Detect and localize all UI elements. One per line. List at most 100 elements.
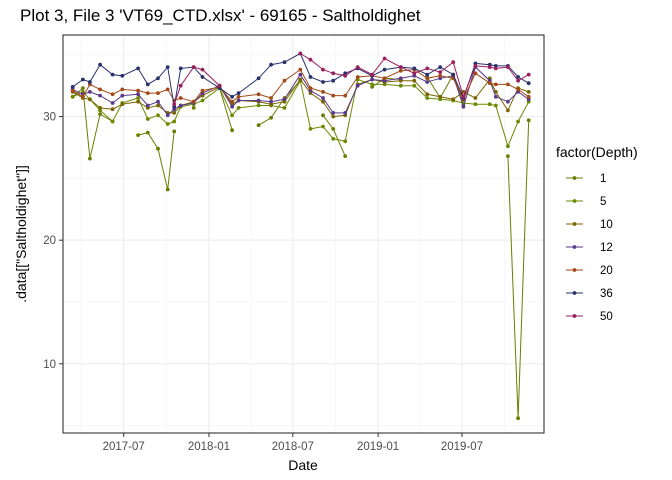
data-point <box>355 65 360 69</box>
data-point <box>516 119 520 124</box>
data-point <box>282 60 287 65</box>
data-point <box>308 75 313 79</box>
legend-key-point <box>572 176 577 180</box>
data-point <box>487 81 492 86</box>
data-point <box>269 62 273 67</box>
y-axis-title: .data[["Saltholdighet"]] <box>13 165 29 303</box>
data-point <box>398 76 403 81</box>
data-point <box>331 78 336 83</box>
data-point <box>321 113 325 118</box>
data-point <box>321 96 325 100</box>
data-point <box>526 81 531 86</box>
data-point <box>200 88 205 93</box>
series-line <box>219 87 233 131</box>
data-point <box>88 97 92 102</box>
data-point <box>382 56 387 61</box>
data-point <box>156 146 160 151</box>
data-point <box>145 103 150 108</box>
y-tick-label: 20 <box>43 235 56 247</box>
data-point <box>516 75 520 79</box>
x-tick-label: 2019-07 <box>441 441 483 453</box>
data-point <box>172 111 177 115</box>
data-point <box>236 91 241 95</box>
data-point <box>165 65 170 69</box>
data-point <box>178 103 183 108</box>
legend-item-1: 1 <box>566 173 606 185</box>
data-point <box>98 87 102 92</box>
data-point <box>321 90 325 94</box>
data-point <box>191 99 196 104</box>
data-point <box>343 154 348 159</box>
data-point <box>425 92 430 97</box>
data-point <box>526 94 531 99</box>
data-point <box>156 91 160 95</box>
series-line <box>258 80 301 126</box>
axis-layer: 10 20 30 2017-07 2018-01 2018-07 2019-01 2019-0… <box>43 112 483 453</box>
data-point <box>516 78 520 83</box>
data-point <box>165 122 170 126</box>
data-point <box>236 106 241 110</box>
legend-label: 36 <box>600 288 613 300</box>
data-point <box>343 111 348 115</box>
data-point <box>370 77 374 82</box>
data-point <box>506 144 510 149</box>
data-point <box>355 83 360 88</box>
data-point <box>98 62 102 67</box>
legend-key-point <box>572 199 577 203</box>
data-point <box>156 99 160 104</box>
data-point <box>236 98 241 103</box>
data-point <box>70 88 75 93</box>
data-point <box>343 139 348 144</box>
data-point <box>172 102 177 107</box>
data-point <box>382 67 387 72</box>
series-line <box>72 68 529 103</box>
series-line <box>72 78 530 148</box>
data-point <box>321 124 325 129</box>
data-point <box>526 90 531 94</box>
data-point <box>506 82 510 87</box>
data-point <box>493 94 498 99</box>
data-point <box>321 67 325 72</box>
legend-item-20: 20 <box>566 265 613 277</box>
data-point <box>487 65 492 69</box>
data-point <box>145 91 150 95</box>
data-point <box>298 67 303 72</box>
data-point <box>451 72 456 77</box>
data-point <box>136 66 141 71</box>
data-point <box>355 75 360 79</box>
data-point <box>256 103 261 108</box>
data-point <box>230 104 235 109</box>
data-point <box>165 187 170 192</box>
data-point <box>425 66 430 71</box>
legend-label: 5 <box>600 196 606 208</box>
data-point <box>145 117 150 121</box>
plot-panel-border <box>62 34 545 434</box>
data-point <box>473 71 478 76</box>
data-point <box>526 118 531 123</box>
data-point <box>110 107 115 112</box>
data-point <box>230 128 235 133</box>
series-12 <box>70 65 531 118</box>
data-point <box>256 76 261 81</box>
data-point <box>178 66 183 71</box>
data-point <box>172 129 177 134</box>
data-point <box>88 80 92 84</box>
data-point <box>331 111 336 115</box>
data-point <box>217 83 222 88</box>
legend-label: 50 <box>600 311 613 323</box>
series-50 <box>172 51 531 107</box>
data-point <box>506 108 510 113</box>
data-point <box>438 70 443 74</box>
legend-item-36: 36 <box>566 288 613 300</box>
legend-label: 12 <box>600 242 613 254</box>
data-point <box>230 94 235 99</box>
data-point <box>70 94 75 99</box>
data-point <box>200 67 205 72</box>
data-point <box>269 115 273 120</box>
x-tick-label: 2017-07 <box>103 441 145 453</box>
legend: factor(Depth) 1 5 10 12 20 36 50 <box>556 144 638 323</box>
data-point <box>343 73 348 78</box>
data-point <box>516 87 520 92</box>
legend-key-point <box>572 245 577 249</box>
y-tick-label: 10 <box>43 359 56 371</box>
